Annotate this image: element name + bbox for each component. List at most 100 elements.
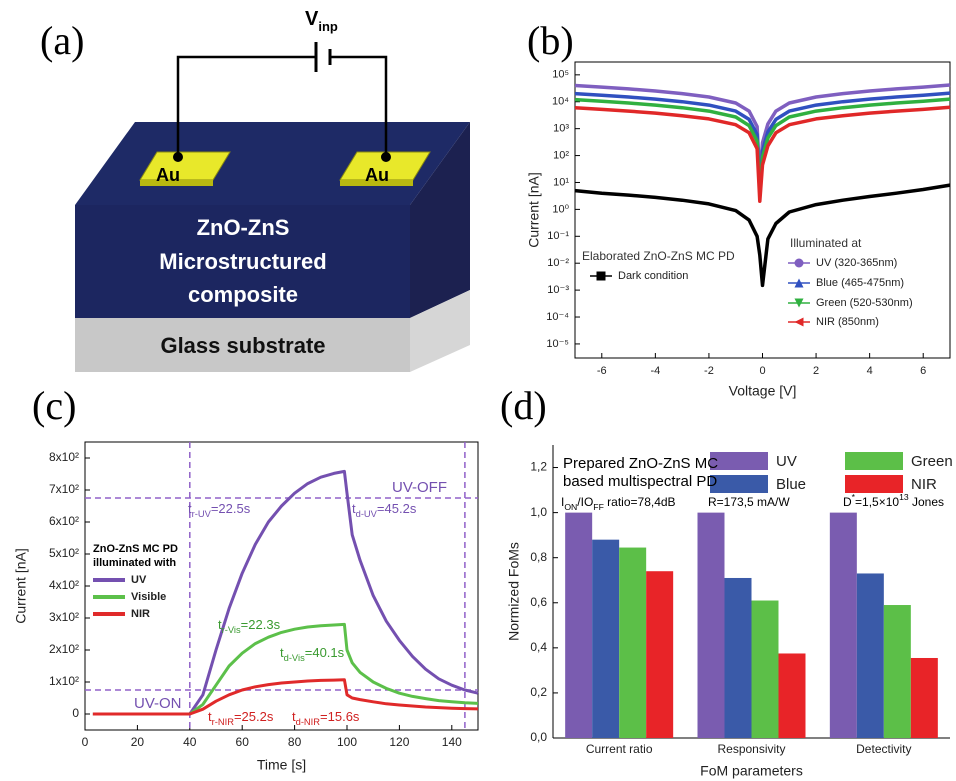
legend-marker [794,258,804,268]
y-tick-label: 10¹ [553,176,569,188]
text-part: * [852,492,856,502]
bar [565,512,593,738]
x-tick-label: 120 [389,735,409,749]
annotation: D*=1,5×1013 Jones [843,492,944,509]
series-line [92,678,479,716]
panel-label: (a) [40,18,84,63]
y-tick-label: 2x10² [49,642,79,656]
y-tick-label: 10⁻¹ [547,230,569,242]
panel-label: (c) [32,383,76,428]
text-part: ZnO-ZnS MC PD [93,543,178,555]
x-tick-label: 0 [82,735,89,749]
text-part: =1,5×10 [855,495,899,509]
y-tick-label: 8x10² [49,450,79,464]
text-part: V [305,8,319,30]
bar [883,605,911,738]
bar [829,512,857,738]
legend-marker [794,317,804,327]
x-tick-label: -4 [650,365,660,377]
text-part: I [561,495,564,509]
annotation: ZnO-ZnS MC PD [93,543,178,555]
legend-label: Green (520-530nm) [816,297,913,309]
y-tick-label: 0 [72,706,79,720]
contact [381,152,391,162]
legend-label: Visible [131,591,166,603]
legend-swatch [845,475,903,493]
y-tick-label: 10⁻⁴ [546,311,569,323]
annotation: Illuminated at [790,236,862,250]
x-tick-label: -6 [597,365,607,377]
text-part: UV-OFF [392,479,447,496]
composite-side [410,122,470,318]
annotation: based multispectral PD [563,473,717,490]
text-part: based multispectral PD [563,473,717,490]
x-axis-label: Time [s] [257,757,306,773]
y-tick-label: 0,0 [530,730,547,744]
text-part: t [208,709,212,724]
bar [697,512,725,738]
y-tick-label: 10⁵ [552,69,569,81]
x-tick-label: 40 [183,735,197,749]
annotation: UV-OFF [392,479,447,496]
annotation: tr-Vis=22.3s [218,617,281,635]
contact [173,152,183,162]
electrode-label: Au [156,165,180,185]
x-tick-label: Current ratio [586,742,653,756]
y-tick-label: 7x10² [49,482,79,496]
text-part: d-Vis [284,653,305,663]
series-line [92,469,479,716]
text-part: FF [593,502,604,512]
electrode-edge [340,180,413,186]
x-tick-label: -2 [704,365,714,377]
text-part: =22.3s [241,617,281,632]
bar [856,573,884,738]
y-tick-label: 0,8 [530,550,547,564]
annotation: Elaborated ZnO-ZnS MC PD [582,249,735,263]
text-part: t [352,501,356,516]
plot-frame [574,61,951,359]
text-part: t [188,501,192,516]
bar [592,539,620,738]
text-part: Elaborated ZnO-ZnS MC PD [582,249,735,263]
bar [778,653,806,738]
text-part: r-Vis [222,625,241,635]
legend-swatch [710,452,768,470]
annotation: illuminated with [93,557,176,569]
composite-label: ZnO-ZnS [197,215,290,240]
bar [751,600,779,738]
y-axis-label: Current [nA] [526,172,542,247]
legend-label: NIR [131,608,150,620]
text-part: t [218,617,222,632]
x-tick-label: 20 [131,735,145,749]
text-part: =15.6s [320,709,360,724]
legend-label: UV [776,453,797,470]
wire [176,55,316,157]
text-part: r-NIR [212,717,235,727]
annotation: td-UV=45.2s [352,501,417,519]
substrate-front [75,318,410,372]
y-tick-label: 3x10² [49,610,79,624]
text-part: =25.2s [234,709,274,724]
text-part: 13 [899,492,909,502]
text-part: Jones [909,495,944,509]
device-diagram: (a) Vinp Au Au ZnO-ZnS Microstructured c… [40,8,470,372]
y-tick-label: 1x10² [49,674,79,688]
y-axis-label: Current [nA] [13,548,29,623]
legend-label: Blue [776,476,806,493]
text-part: r-UV [192,509,212,519]
voltage-label: Vinp [305,8,338,34]
electrode-edge [140,180,213,186]
annotation: tr-NIR=25.2s [208,709,274,727]
x-tick-label: 6 [920,365,926,377]
text-part: ratio=78,4dB [604,495,676,509]
composite-label: Microstructured [159,249,326,274]
y-tick-label: 10⁻³ [547,284,569,296]
substrate-side [410,290,470,372]
x-tick-label: 0 [759,365,765,377]
x-tick-label: Responsivity [717,742,785,756]
annotation: Prepared ZnO-ZnS MC [563,455,718,472]
y-tick-label: 5x10² [49,546,79,560]
y-tick-label: 1,2 [530,460,547,474]
annotation: UV-ON [134,695,182,712]
